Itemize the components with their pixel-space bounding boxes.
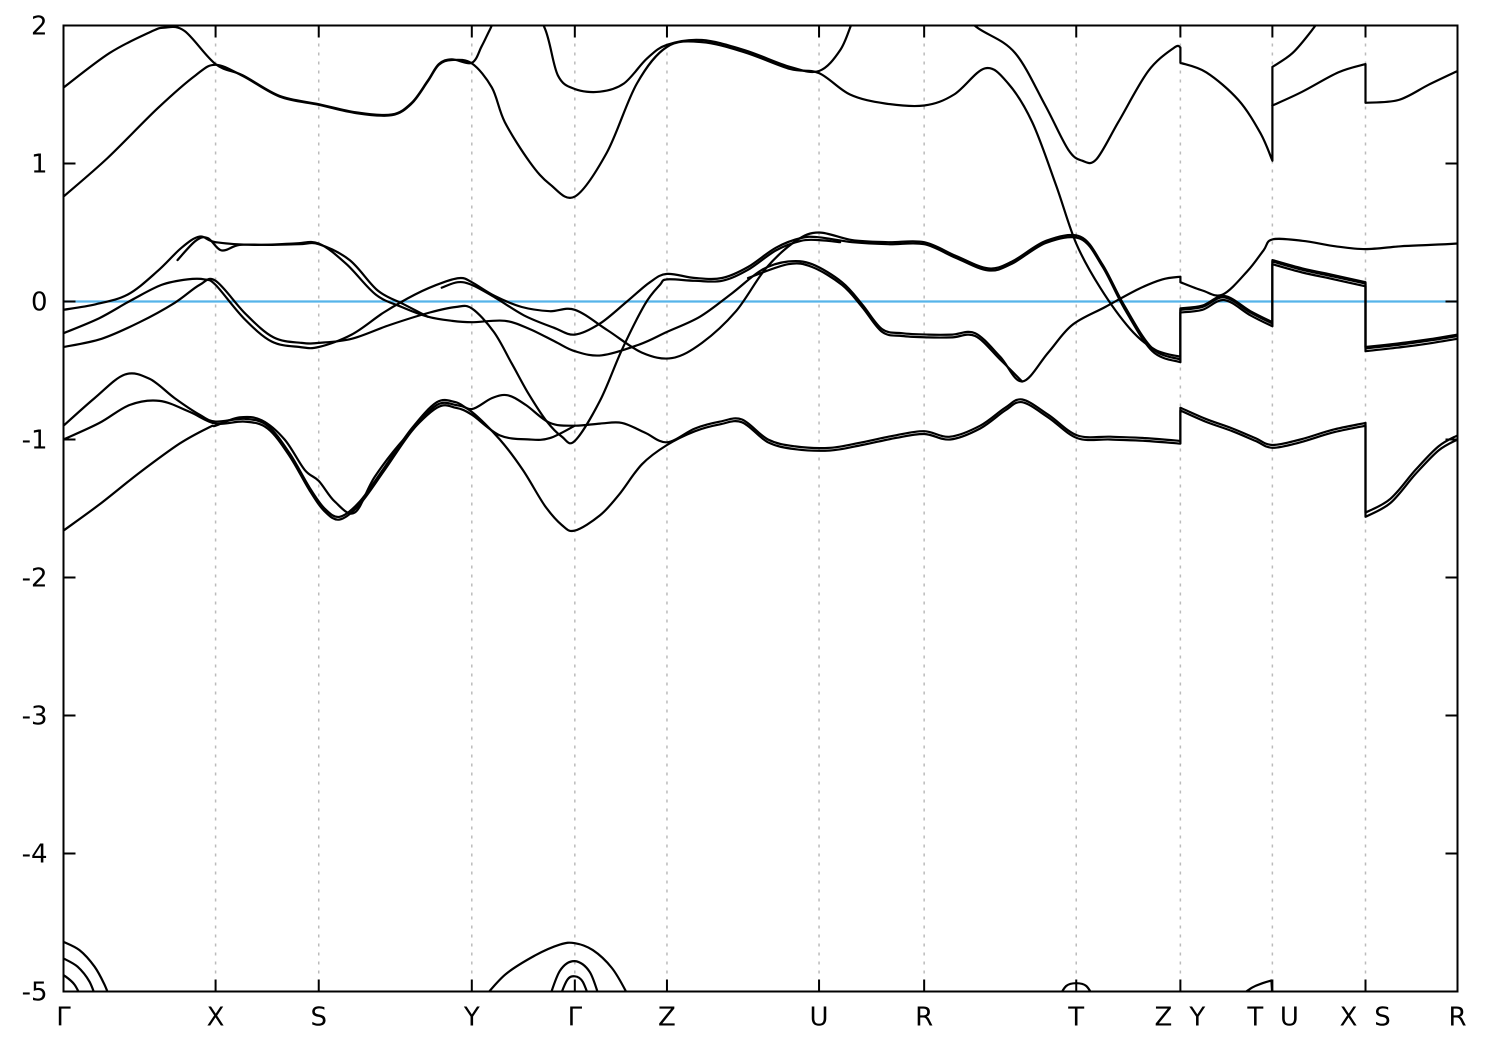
band-curve-arc-gamma1-a	[63, 940, 109, 992]
x-tick-label: Z	[658, 1003, 676, 1033]
band-curve-arc-gamma2-mid	[550, 960, 599, 992]
band-curve-band-12	[63, 404, 576, 532]
band-curve-arc-gamma1-c	[63, 973, 80, 992]
y-tick-label: 0	[31, 288, 48, 318]
band-curve-band-7	[63, 231, 1458, 361]
x-tick-label: U	[1280, 1003, 1299, 1033]
x-tick-label: X	[1340, 1003, 1358, 1033]
x-tick-label: S	[1374, 1003, 1391, 1033]
band-curve-band-2	[63, 40, 1458, 358]
y-tick-label: -4	[22, 840, 48, 870]
x-tick-label: Γ	[568, 1003, 583, 1033]
band-curve-band-10	[63, 372, 1458, 519]
x-tick-label: R	[915, 1003, 933, 1033]
band-curve-band-11	[63, 399, 1458, 533]
y-tick-label: -5	[22, 978, 48, 1008]
plot-border	[62, 24, 1459, 993]
y-tick-label: -1	[22, 426, 48, 456]
x-tick-label: Y	[1188, 1003, 1205, 1033]
x-tick-label: Y	[463, 1003, 480, 1033]
band-curve-band-9	[63, 238, 842, 445]
x-tick-label: Γ	[56, 1003, 71, 1033]
y-tick-label: -2	[22, 564, 48, 594]
band-curve-arc-gamma2-outer	[487, 941, 628, 992]
x-tick-label: X	[207, 1003, 225, 1033]
band-curve-band-8	[440, 235, 1458, 364]
x-tick-label: S	[310, 1003, 327, 1033]
band-curve-arc-gamma1-b	[63, 957, 95, 992]
band-curve-arc-gamma2-inner	[560, 975, 589, 992]
x-tick-label: R	[1448, 1003, 1466, 1033]
x-tick-label: U	[810, 1003, 829, 1033]
bands-group	[63, 25, 1458, 992]
y-tick-label: 2	[31, 12, 48, 42]
band-curve-arc-tu	[1244, 979, 1274, 992]
x-tick-label: T	[1246, 1003, 1263, 1033]
y-tick-label: -3	[22, 702, 48, 732]
y-tick-label: 1	[31, 150, 48, 180]
x-tick-label: Z	[1154, 1003, 1172, 1033]
band-curve-band-3	[1271, 62, 1458, 107]
x-tick-label: T	[1067, 1003, 1084, 1033]
band-curve-band-6	[176, 236, 429, 318]
band-curve-band-5	[746, 262, 1024, 383]
